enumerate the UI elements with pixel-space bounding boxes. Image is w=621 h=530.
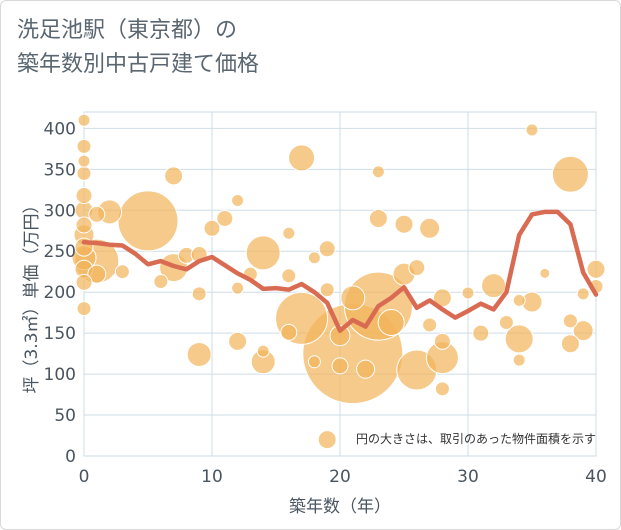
bubble-point bbox=[75, 187, 93, 205]
bubble-point bbox=[560, 334, 580, 354]
bubble-point bbox=[525, 123, 539, 137]
bubble-point bbox=[75, 216, 93, 234]
x-tick-label: 30 bbox=[457, 467, 479, 487]
y-tick-label: 350 bbox=[44, 160, 76, 180]
bubble-point bbox=[551, 155, 589, 193]
bubble-point bbox=[216, 209, 234, 227]
chart-title-line-1: 洗足池駅（東京都）の bbox=[17, 18, 238, 43]
y-tick-label: 150 bbox=[44, 324, 76, 344]
bubble-point bbox=[317, 430, 337, 450]
bubble-point bbox=[377, 308, 405, 336]
bubble-point bbox=[562, 313, 578, 329]
bubble-series bbox=[71, 113, 606, 450]
bubble-point bbox=[576, 287, 590, 301]
bubble-point bbox=[281, 268, 297, 284]
bubble-point bbox=[371, 165, 385, 179]
bubble-point bbox=[586, 259, 606, 279]
bubble-point bbox=[231, 281, 245, 295]
bubble-point bbox=[75, 273, 93, 291]
bubble-point bbox=[164, 166, 184, 186]
bubble-point bbox=[318, 240, 336, 258]
x-axis-label: 築年数（年） bbox=[289, 497, 391, 517]
y-tick-label: 250 bbox=[44, 242, 76, 262]
bubble-point bbox=[481, 273, 507, 299]
bubble-point bbox=[77, 113, 91, 127]
x-tick-label: 0 bbox=[79, 467, 90, 487]
bubble-point bbox=[307, 251, 321, 265]
bubble-point bbox=[408, 259, 426, 277]
bubble-point bbox=[394, 214, 414, 234]
bubble-point bbox=[114, 264, 130, 280]
bubble-point bbox=[419, 217, 441, 239]
bubble-point bbox=[191, 286, 207, 302]
average-price-line bbox=[81, 209, 599, 333]
bubble-point bbox=[498, 314, 514, 330]
bubble-point bbox=[245, 235, 281, 271]
y-axis-label: 坪（3.3㎡）単価（万円） bbox=[22, 196, 42, 393]
bubble-point bbox=[280, 323, 298, 341]
bubble-point bbox=[539, 267, 551, 279]
bubble-point bbox=[319, 282, 335, 298]
bubble-point bbox=[472, 324, 490, 342]
average-line-series bbox=[81, 209, 599, 333]
bubble-point bbox=[331, 357, 349, 375]
bubble-point bbox=[76, 165, 92, 181]
y-tick-label: 200 bbox=[44, 283, 76, 303]
bubble-point bbox=[340, 285, 366, 311]
y-tick-label: 50 bbox=[54, 406, 76, 426]
bubble-point bbox=[572, 320, 594, 342]
bubble-point bbox=[434, 381, 450, 397]
y-tick-label: 300 bbox=[44, 201, 76, 221]
bubble-point bbox=[186, 341, 212, 367]
bubble-point bbox=[461, 286, 475, 300]
bubble-point bbox=[153, 274, 169, 290]
bubble-point bbox=[76, 138, 92, 154]
bubble-point bbox=[307, 355, 321, 369]
bubble-point bbox=[512, 353, 526, 367]
bubble-point bbox=[512, 293, 526, 307]
bubble-point bbox=[504, 324, 534, 354]
tick-labels: 0 50 100 150 200 250 300 350 400 0 10 20 30 40 bbox=[44, 119, 607, 487]
chart-title: 洗足池駅（東京都）の 築年数別中古戸建て価格 bbox=[17, 14, 259, 82]
y-tick-label: 400 bbox=[44, 119, 76, 139]
bubble-size-note: 円の大きさは、取引のあった物件面積を示す bbox=[356, 431, 596, 446]
bubble-point bbox=[203, 219, 221, 237]
bubble-point bbox=[228, 331, 248, 351]
bubble-point bbox=[282, 226, 296, 240]
bubble-point bbox=[117, 190, 179, 252]
y-tick-label: 100 bbox=[44, 365, 76, 385]
bubble-point bbox=[87, 264, 107, 284]
bubble-point bbox=[256, 344, 270, 358]
bubble-point bbox=[356, 359, 376, 379]
bubble-point bbox=[433, 332, 451, 350]
x-tick-label: 40 bbox=[585, 467, 607, 487]
bubble-point bbox=[422, 317, 438, 333]
bubble-point bbox=[88, 205, 106, 223]
bubble-point bbox=[231, 193, 245, 207]
bubble-point bbox=[368, 208, 388, 228]
bubble-point bbox=[288, 144, 316, 172]
x-tick-label: 20 bbox=[329, 467, 351, 487]
bubble-point bbox=[77, 154, 91, 168]
y-tick-label: 0 bbox=[65, 447, 76, 467]
bubble-point bbox=[76, 301, 92, 317]
chart-title-line-2: 築年数別中古戸建て価格 bbox=[17, 52, 260, 77]
x-tick-label: 10 bbox=[201, 467, 223, 487]
